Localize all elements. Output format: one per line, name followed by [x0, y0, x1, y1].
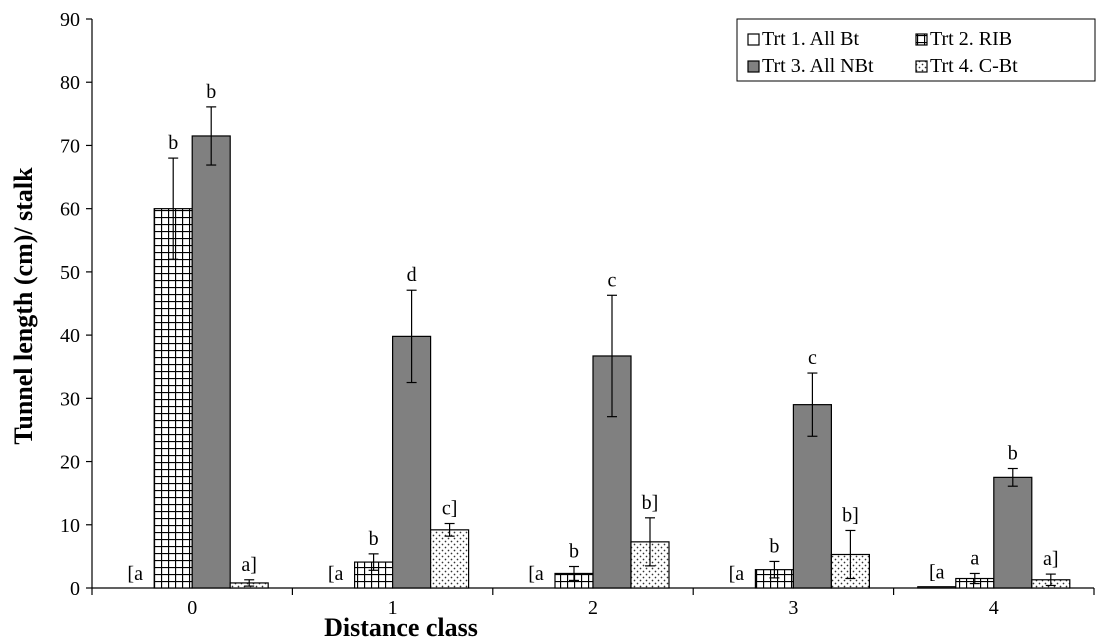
y-tick-label: 40	[60, 325, 80, 347]
x-tick-label: 2	[588, 597, 598, 619]
legend-label-trt2: Trt 2. RIB	[930, 28, 1012, 50]
y-tick-label: 60	[60, 199, 80, 221]
x-axis-title: Distance class	[324, 613, 478, 641]
y-tick-label: 90	[60, 9, 80, 31]
legend-label-trt4: Trt 4. C-Bt	[930, 55, 1018, 77]
significance-letter: c]	[442, 498, 458, 520]
significance-letter: c	[608, 269, 617, 291]
significance-letter: [a	[127, 563, 143, 585]
legend-item-trt4: Trt 4. C-Bt	[915, 55, 1018, 77]
significance-letter: [a	[729, 563, 745, 585]
significance-letter: b	[369, 528, 379, 550]
significance-letter: b	[1008, 443, 1018, 465]
significance-letter: b	[206, 81, 216, 103]
y-tick-label: 80	[60, 72, 80, 94]
significance-letter: b	[569, 541, 579, 563]
x-tick-label: 3	[788, 597, 798, 619]
significance-letter: b	[168, 132, 178, 154]
bar-none	[917, 586, 957, 589]
x-tick-label: 4	[989, 597, 999, 619]
legend-swatch-trt2	[915, 33, 928, 46]
y-tick-label: 30	[60, 388, 80, 410]
bar-solid	[993, 476, 1033, 589]
plot-area: 0 10 20 30 40 50 60 70 80 90 0 [a b b a] 1 [a b d c] 2 [a b c b]…	[60, 9, 1095, 619]
bar-dots	[430, 529, 470, 589]
legend-item-trt3: Trt 3. All NBt	[747, 55, 874, 77]
y-tick-label: 70	[60, 135, 80, 157]
significance-letter: [a	[328, 563, 344, 585]
bar-solid	[191, 135, 231, 589]
significance-letter: a	[970, 547, 979, 569]
legend-label-trt1: Trt 1. All Bt	[762, 28, 860, 50]
significance-letter: b	[769, 535, 779, 557]
significance-letter: c	[808, 347, 817, 369]
legend-swatch-trt3	[747, 60, 760, 73]
y-tick-label: 10	[60, 515, 80, 537]
y-axis-title: Tunnel length (cm)/ stalk	[9, 167, 38, 445]
significance-letter: b]	[642, 492, 659, 514]
legend: Trt 1. All Bt Trt 2. RIB Trt 3. All NBt …	[736, 18, 1096, 82]
y-tick-label: 0	[70, 578, 80, 600]
legend-box	[736, 18, 1096, 82]
x-tick-label: 1	[388, 597, 398, 619]
y-tick-label: 20	[60, 452, 80, 474]
significance-letter: d	[407, 264, 417, 286]
legend-item-trt1: Trt 1. All Bt	[747, 28, 860, 50]
legend-swatch-trt4	[915, 60, 928, 73]
significance-letter: a]	[241, 554, 257, 576]
significance-letter: [a	[929, 562, 945, 584]
legend-swatch-trt1	[747, 33, 760, 46]
y-tick-label: 50	[60, 262, 80, 284]
bar-grid	[153, 208, 193, 589]
x-tick-label: 0	[187, 597, 197, 619]
legend-label-trt3: Trt 3. All NBt	[762, 55, 874, 77]
significance-letter: a]	[1043, 548, 1059, 570]
significance-letter: b]	[842, 504, 859, 526]
y-axis-title-group: Tunnel length (cm)/ stalk	[9, 167, 38, 445]
significance-letter: [a	[528, 563, 544, 585]
legend-item-trt2: Trt 2. RIB	[915, 28, 1012, 50]
